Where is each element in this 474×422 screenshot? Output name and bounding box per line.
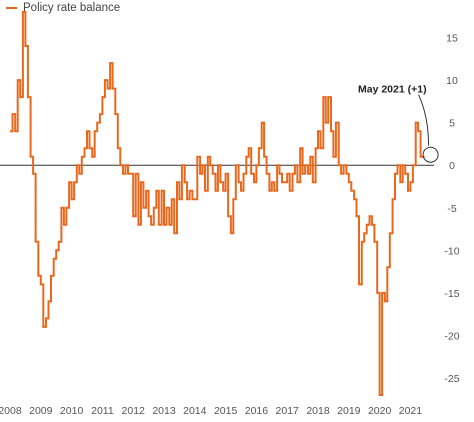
x-tick-label: 2009 xyxy=(29,405,53,417)
y-tick-label: -25 xyxy=(444,373,459,385)
y-tick-label: -20 xyxy=(444,330,459,342)
y-tick-label: -10 xyxy=(444,245,459,257)
annotation-leader xyxy=(418,94,430,146)
x-tick-label: 2011 xyxy=(91,405,114,417)
series-line xyxy=(10,11,425,396)
x-tick-label: 2019 xyxy=(337,405,361,417)
legend-swatch xyxy=(6,7,17,9)
legend-label: Policy rate balance xyxy=(23,2,121,14)
x-tick-label: 2020 xyxy=(368,405,392,417)
x-tick-label: 2015 xyxy=(214,405,238,417)
x-tick-label: 2013 xyxy=(152,405,176,417)
y-tick-label: 10 xyxy=(446,75,458,87)
chart-legend: Policy rate balance xyxy=(6,2,120,14)
x-tick-label: 2012 xyxy=(122,405,146,417)
y-tick-label: -15 xyxy=(444,288,459,300)
x-tick-label: 2017 xyxy=(276,405,300,417)
x-tick-label: 2018 xyxy=(306,405,330,417)
x-tick-label: 2014 xyxy=(183,405,207,417)
y-tick-label: 5 xyxy=(449,118,455,130)
y-tick-label: 15 xyxy=(446,33,458,45)
x-tick-label: 2008 xyxy=(0,405,22,417)
annotation-label: May 2021 (+1) xyxy=(358,84,427,96)
annotation-circle xyxy=(422,146,439,163)
y-tick-label: -5 xyxy=(447,203,456,215)
x-tick-label: 2021 xyxy=(399,405,423,417)
x-tick-label: 2016 xyxy=(245,405,269,417)
y-tick-label: 0 xyxy=(449,160,455,172)
x-tick-label: 2010 xyxy=(60,405,84,417)
